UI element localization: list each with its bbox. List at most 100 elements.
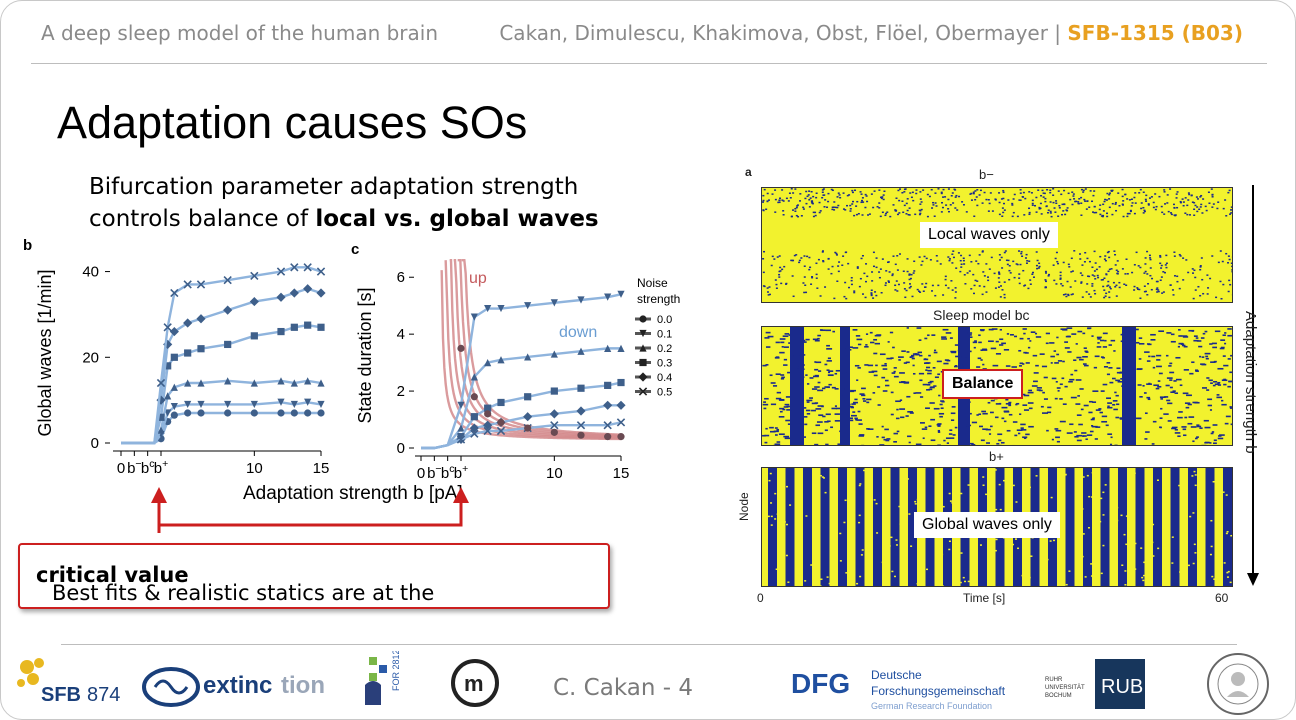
mixed-spike: [1079, 388, 1084, 390]
stripe-gap: [884, 490, 887, 492]
mixed-spike: [1080, 408, 1084, 411]
mixed-spike: [806, 383, 810, 385]
mixed-spike: [908, 441, 911, 444]
local-spike: [1144, 263, 1147, 265]
local-spike: [960, 266, 963, 268]
mixed-spike: [1198, 345, 1203, 348]
local-spike: [876, 205, 879, 208]
mixed-spike: [848, 389, 851, 392]
mixed-spike: [1023, 409, 1030, 411]
local-spike: [1144, 290, 1147, 293]
mixed-spike: [783, 346, 789, 348]
panel-c-marker: [497, 304, 505, 313]
mixed-spike: [865, 344, 868, 346]
local-spike: [1072, 195, 1075, 197]
local-spike: [921, 260, 924, 263]
mixed-spike: [972, 341, 978, 344]
mixed-spike: [1144, 351, 1150, 353]
mixed-spike: [1023, 332, 1026, 335]
local-spike: [1228, 279, 1231, 282]
svg-text:DFG: DFG: [791, 668, 850, 699]
local-spike: [975, 260, 978, 262]
mixed-spike: [1172, 390, 1176, 392]
stripe-gap: [973, 545, 976, 547]
mixed-spike: [762, 403, 769, 406]
local-spike: [906, 270, 909, 273]
stripe-gap: [1140, 547, 1143, 549]
raster-top-label: b−: [979, 167, 994, 182]
local-spike: [1092, 194, 1095, 197]
panel-c-xtick-label: b+: [454, 463, 468, 482]
local-spike: [920, 208, 923, 211]
stripe-gap: [1120, 514, 1123, 517]
local-spike: [1066, 280, 1069, 283]
mixed-spike: [780, 341, 785, 344]
mixed-spike: [1093, 366, 1098, 369]
mixed-spike: [1174, 428, 1178, 431]
local-spike: [781, 199, 784, 201]
local-spike: [896, 213, 899, 216]
global-stripe: [1135, 468, 1145, 586]
panel-b-marker: [157, 413, 165, 421]
local-spike: [1143, 210, 1146, 213]
mixed-spike: [1011, 366, 1017, 368]
local-spike: [811, 200, 814, 202]
local-spike: [1101, 215, 1104, 218]
local-spike: [1149, 274, 1152, 277]
local-spike: [783, 265, 786, 268]
mixed-spike: [1170, 340, 1176, 343]
local-spike: [843, 295, 846, 298]
local-spike: [766, 291, 769, 293]
local-spike: [1143, 209, 1146, 212]
stripe-gap: [1100, 572, 1103, 575]
local-spike: [968, 254, 971, 257]
stripe-gap: [1171, 536, 1174, 538]
stripe-gap: [1133, 472, 1136, 475]
mixed-spike: [886, 357, 892, 360]
panel-b-xtick-label: 15: [313, 460, 330, 477]
local-spike: [856, 267, 859, 269]
mixed-spike: [801, 368, 805, 370]
local-spike: [1176, 280, 1179, 283]
mixed-spike: [809, 397, 813, 399]
local-spike: [871, 280, 874, 282]
local-spike: [1049, 201, 1052, 203]
mixed-spike: [1221, 403, 1227, 406]
local-spike: [1103, 277, 1106, 279]
local-spike: [821, 189, 824, 191]
stripe-gap: [1227, 570, 1230, 573]
local-spike: [1150, 196, 1153, 198]
mixed-spike: [865, 333, 869, 335]
stripe-gap: [839, 532, 842, 535]
local-spike: [906, 209, 909, 212]
local-spike: [864, 206, 867, 209]
local-spike: [1049, 191, 1052, 194]
mixed-spike: [949, 429, 953, 432]
mixed-spike: [1206, 377, 1210, 379]
local-spike: [956, 209, 959, 211]
mixed-spike: [834, 420, 840, 422]
mixed-spike: [1173, 380, 1177, 382]
local-spike: [1089, 296, 1092, 298]
local-spike: [792, 209, 795, 211]
local-spike: [1176, 206, 1179, 209]
stripe-gap: [1167, 523, 1170, 525]
local-spike: [858, 285, 861, 288]
mixed-spike: [1120, 378, 1126, 380]
local-spike: [1140, 202, 1143, 204]
local-spike: [879, 196, 882, 199]
mixed-spike: [1060, 328, 1067, 330]
local-spike: [1144, 257, 1147, 259]
local-spike: [1062, 261, 1065, 264]
mixed-spike: [889, 331, 894, 334]
local-spike: [1227, 262, 1230, 264]
stripe-gap: [1121, 564, 1124, 566]
mixed-spike: [825, 329, 831, 332]
mixed-spike: [925, 407, 930, 410]
local-spike: [962, 257, 965, 260]
local-spike: [1105, 292, 1108, 295]
local-spike: [960, 254, 963, 257]
mixed-spike: [1101, 415, 1108, 418]
stripe-gap: [903, 520, 906, 522]
local-spike: [1080, 202, 1083, 204]
